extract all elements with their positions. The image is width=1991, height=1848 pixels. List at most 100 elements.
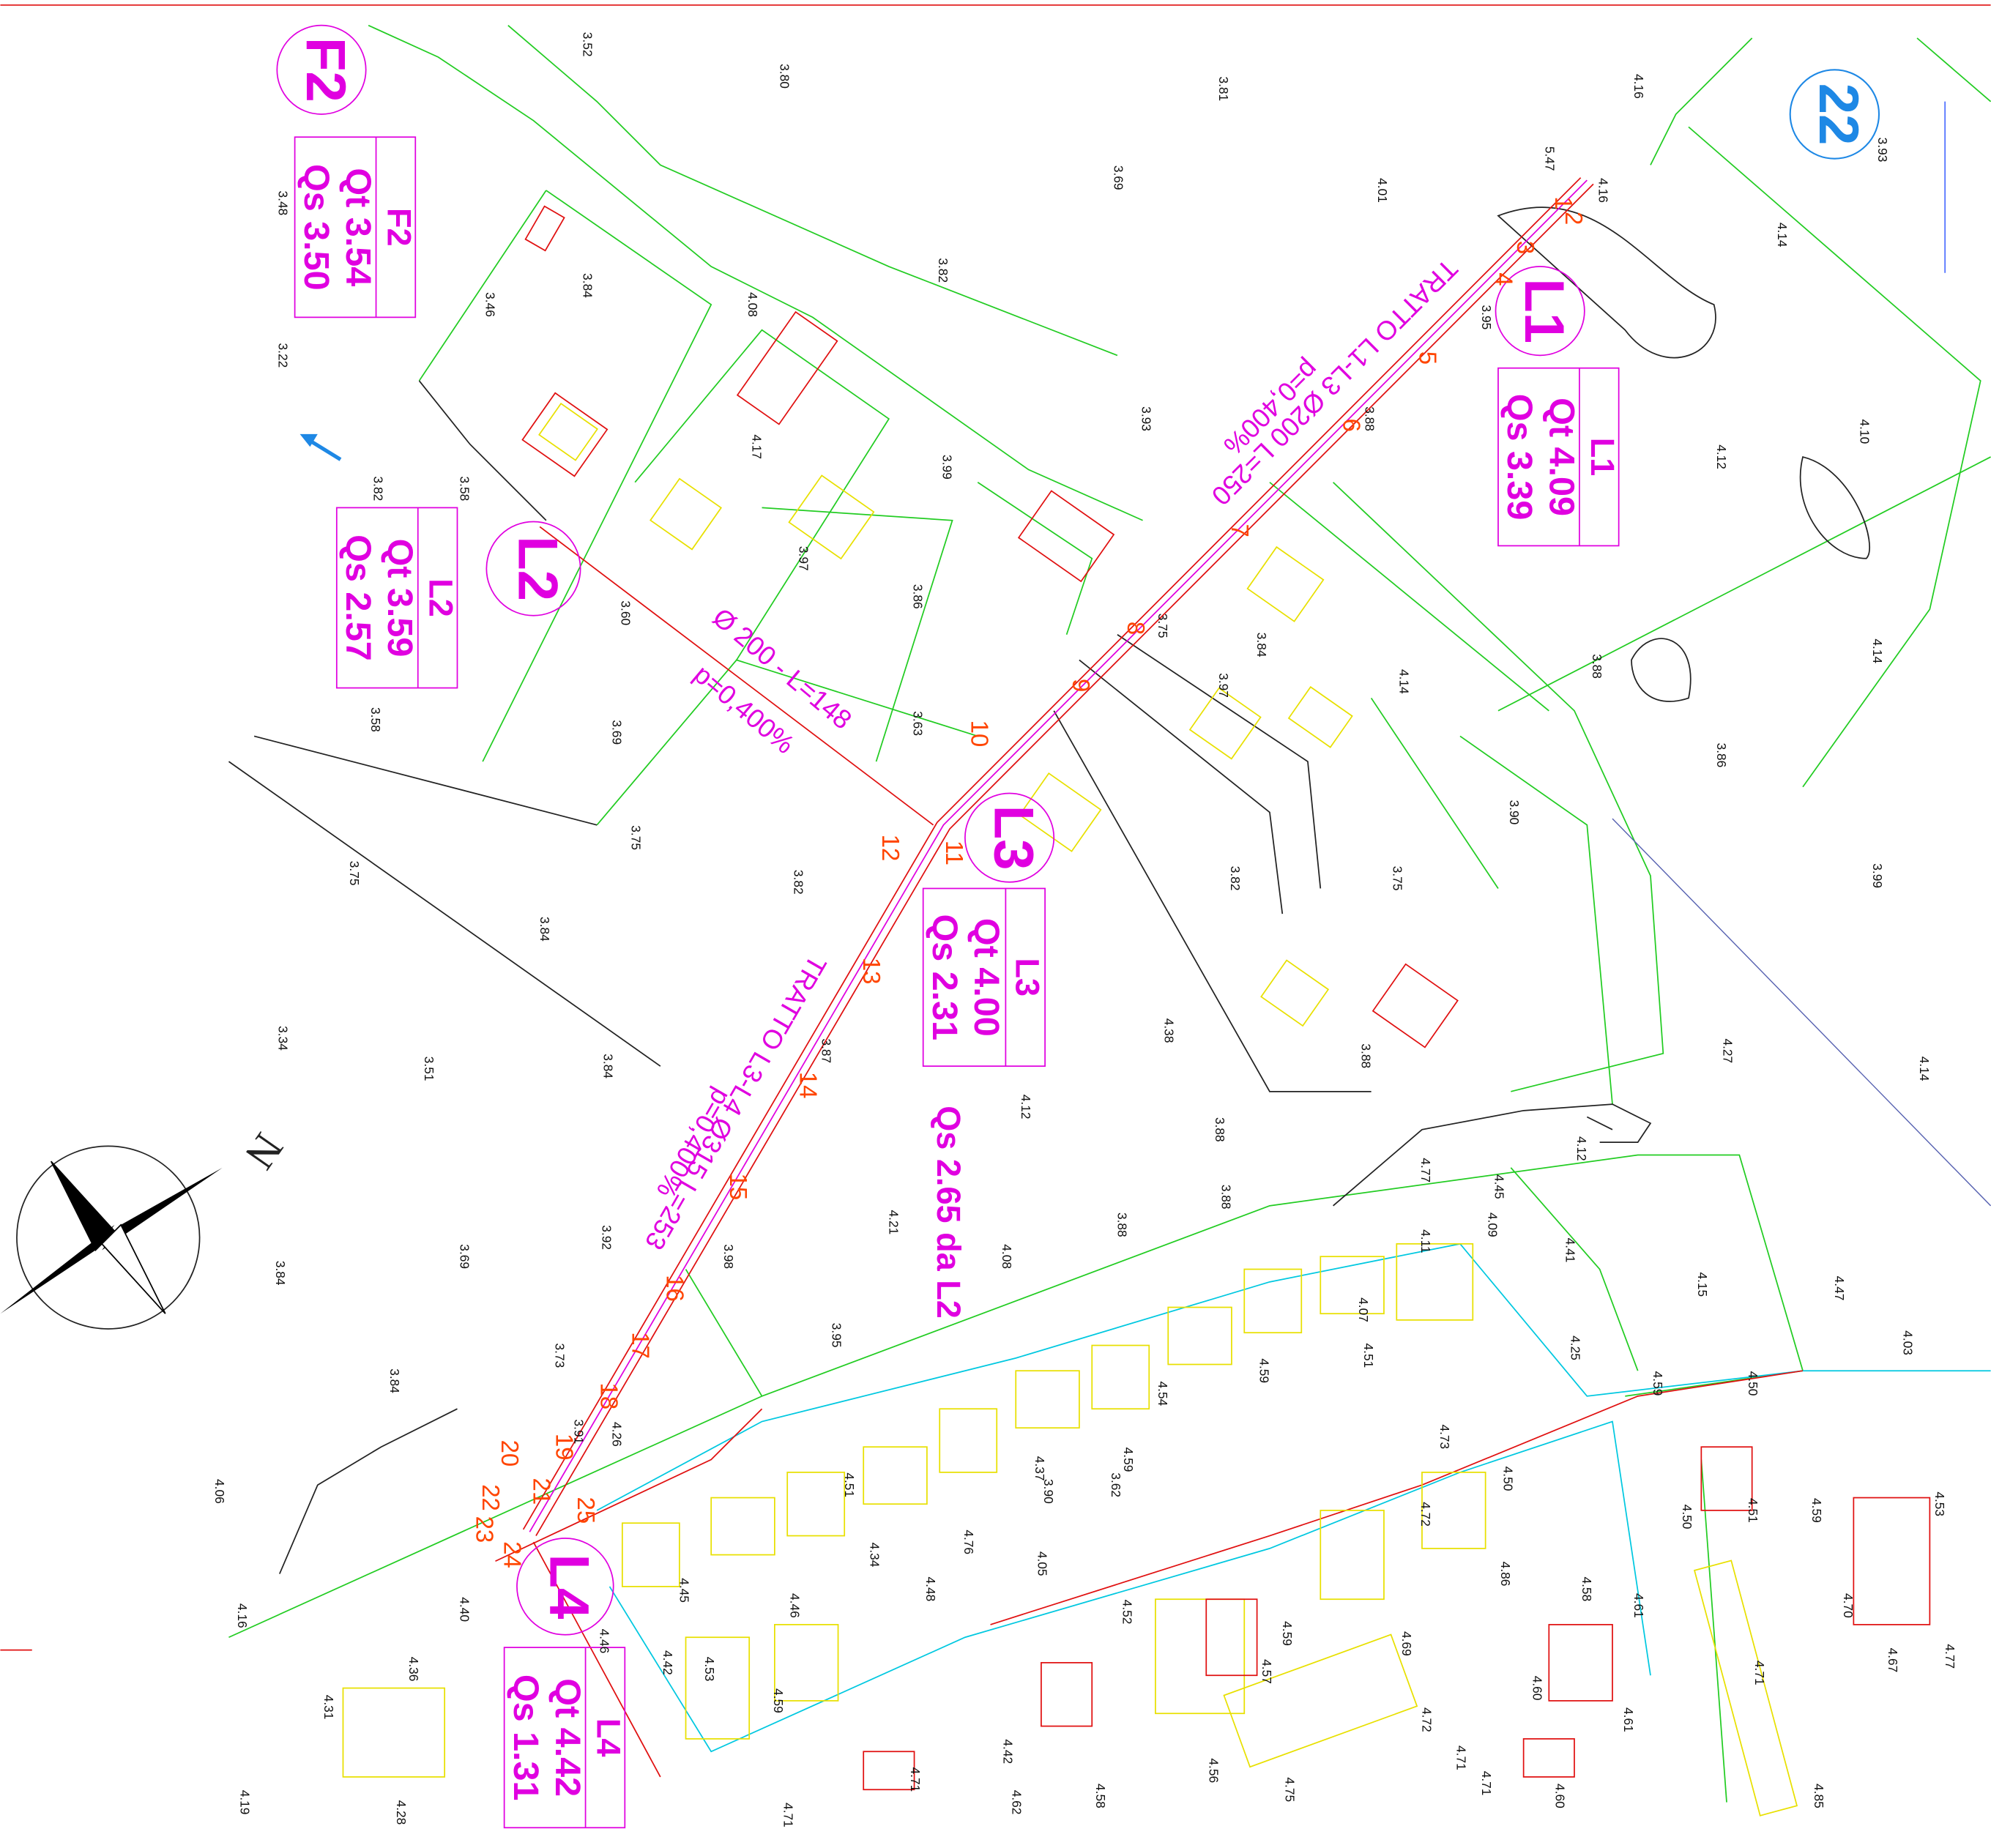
- map: F2F2Qt 3.54Qs 3.50L1L1Qt 4.09Qs 3.39L2L2…: [0, 0, 1991, 1848]
- spot-height: 4.61: [1621, 1707, 1636, 1732]
- spot-height: 4.69: [1399, 1631, 1414, 1656]
- spot-height: 4.12: [1019, 1095, 1033, 1119]
- spot-height: 4.12: [1574, 1136, 1589, 1161]
- spot-height: 4.34: [868, 1543, 882, 1568]
- station-number: 5: [1414, 351, 1441, 365]
- spot-height: 3.93: [1139, 406, 1153, 431]
- spot-height: 4.16: [1631, 74, 1646, 99]
- spot-height: 4.58: [1093, 1784, 1108, 1808]
- spot-height: 3.84: [273, 1261, 288, 1286]
- station-number: 21: [528, 1478, 555, 1505]
- spot-height: 4.71: [1479, 1771, 1494, 1796]
- spot-height: 3.82: [936, 258, 950, 283]
- node-box-id: L4: [589, 1718, 627, 1757]
- spot-height: 3.90: [1041, 1479, 1056, 1504]
- spot-height: 3.48: [276, 190, 291, 215]
- spot-height: 3.22: [276, 343, 291, 368]
- spot-height: 4.60: [1553, 1784, 1568, 1808]
- spot-height: 3.92: [600, 1225, 614, 1250]
- spot-height: 4.58: [1579, 1576, 1594, 1601]
- station-number: 25: [573, 1497, 600, 1524]
- spot-height: 4.08: [745, 292, 760, 317]
- node-circle-label: L2: [506, 536, 568, 601]
- spot-height: 4.38: [1162, 1018, 1177, 1043]
- spot-height: 3.84: [1254, 633, 1269, 657]
- spot-height: 3.99: [1870, 863, 1885, 888]
- spot-height: 4.59: [1809, 1498, 1824, 1523]
- spot-height: 4.25: [1568, 1335, 1582, 1360]
- node-circle-label: F2: [294, 37, 357, 103]
- spot-height: 3.58: [458, 477, 472, 502]
- station-number: 16: [661, 1275, 688, 1302]
- station-number: 23: [471, 1516, 498, 1543]
- spot-height: 4.10: [1858, 420, 1872, 444]
- spot-height: 4.72: [1420, 1707, 1434, 1732]
- spot-height: 4.52: [1120, 1600, 1134, 1625]
- spot-height: 4.71: [781, 1803, 796, 1827]
- spot-height: 4.50: [1746, 1371, 1760, 1396]
- sheet-number: 22: [1807, 83, 1869, 146]
- spot-height: 3.99: [939, 455, 954, 480]
- spot-height: 3.97: [1216, 673, 1231, 698]
- north-label: N: [236, 1125, 293, 1178]
- spot-height: 4.41: [1563, 1238, 1577, 1263]
- spot-height: 4.01: [1375, 178, 1390, 203]
- page: F2F2Qt 3.54Qs 3.50L1L1Qt 4.09Qs 3.39L2L2…: [0, 0, 1991, 1848]
- station-number: 7: [1227, 524, 1254, 537]
- spot-height: 4.09: [1486, 1212, 1500, 1237]
- station-number: 18: [595, 1383, 622, 1410]
- station-number: 17: [628, 1332, 655, 1359]
- station-number: 20: [496, 1440, 524, 1467]
- spot-height: 4.16: [1596, 178, 1611, 203]
- spot-height: 4.19: [238, 1790, 253, 1815]
- spot-height: 4.51: [842, 1472, 857, 1497]
- station-number: 13: [858, 958, 885, 985]
- spot-height: 4.47: [1832, 1276, 1847, 1301]
- spot-height: 4.85: [1812, 1784, 1826, 1808]
- spot-height: 4.26: [610, 1422, 625, 1447]
- node-qt: Qt 4.00: [967, 918, 1006, 1037]
- spot-height: 4.36: [406, 1657, 421, 1682]
- spot-height: 4.67: [1886, 1648, 1900, 1673]
- node-qs: Qs 1.31: [506, 1674, 546, 1801]
- spot-height: 3.88: [1219, 1185, 1234, 1210]
- spot-height: 3.90: [1507, 800, 1522, 825]
- node-qt: Qt 4.09: [1541, 398, 1581, 516]
- node-qs: Qs 3.39: [1500, 394, 1539, 521]
- spot-height: 4.61: [1631, 1593, 1646, 1618]
- station-number: 10: [967, 720, 994, 748]
- node-qs: Qs 2.31: [925, 914, 964, 1040]
- spot-height: 3.75: [347, 861, 362, 886]
- spot-height: 3.81: [1216, 76, 1231, 101]
- spot-height: 4.71: [1752, 1661, 1767, 1685]
- spot-height: 3.82: [371, 477, 386, 502]
- spot-height: 4.45: [677, 1578, 691, 1603]
- spot-height: 3.87: [819, 1038, 834, 1063]
- spot-height: 4.60: [1530, 1676, 1544, 1701]
- spot-height: 3.69: [1111, 165, 1125, 190]
- spot-height: 4.59: [771, 1688, 786, 1713]
- station-number: 15: [725, 1174, 752, 1201]
- spot-height: 3.88: [1363, 406, 1377, 431]
- spot-height: 4.08: [1000, 1244, 1014, 1269]
- node-box-id: F2: [380, 208, 417, 247]
- spot-height: 4.37: [1032, 1456, 1047, 1481]
- spot-height: 3.60: [619, 600, 633, 625]
- spot-height: 4.45: [1492, 1174, 1506, 1199]
- spot-height: 4.73: [1437, 1424, 1452, 1449]
- spot-height: 3.46: [483, 292, 497, 317]
- spot-height: 4.75: [1282, 1777, 1297, 1802]
- spot-height: 4.05: [1035, 1551, 1049, 1576]
- spot-height: 4.77: [1418, 1158, 1433, 1182]
- node-qt: Qt 3.59: [380, 539, 420, 657]
- spot-height: 4.70: [1841, 1593, 1856, 1618]
- spot-height: 4.59: [1280, 1621, 1295, 1646]
- spot-height: 4.27: [1720, 1038, 1735, 1063]
- spot-height: 3.97: [796, 546, 811, 571]
- spot-height: 4.31: [321, 1695, 336, 1720]
- station-number: 4: [1490, 272, 1517, 286]
- station-number: 6: [1338, 419, 1365, 432]
- spot-height: 4.15: [1695, 1272, 1710, 1297]
- spot-height: 4.51: [1361, 1344, 1376, 1368]
- spot-height: 3.84: [537, 917, 552, 942]
